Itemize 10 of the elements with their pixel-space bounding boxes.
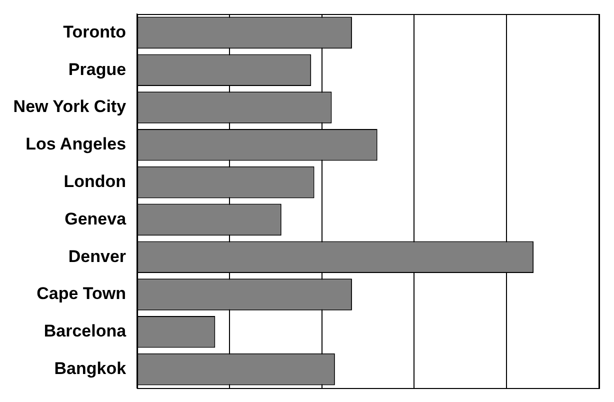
y-tick-label: Geneva [64, 209, 127, 228]
y-tick-label: Bangkok [54, 358, 127, 378]
y-tick-label: Toronto [63, 22, 126, 42]
y-tick-label: Barcelona [44, 322, 127, 341]
y-tick-label: Denver [68, 246, 126, 266]
y-tick-label: London [64, 172, 126, 191]
y-tick-label: Cape Town [36, 284, 126, 304]
y-tick-label: Prague [68, 60, 126, 79]
y-tick-label: Los Angeles [26, 134, 126, 154]
y-tick-label: New York City [13, 97, 127, 116]
